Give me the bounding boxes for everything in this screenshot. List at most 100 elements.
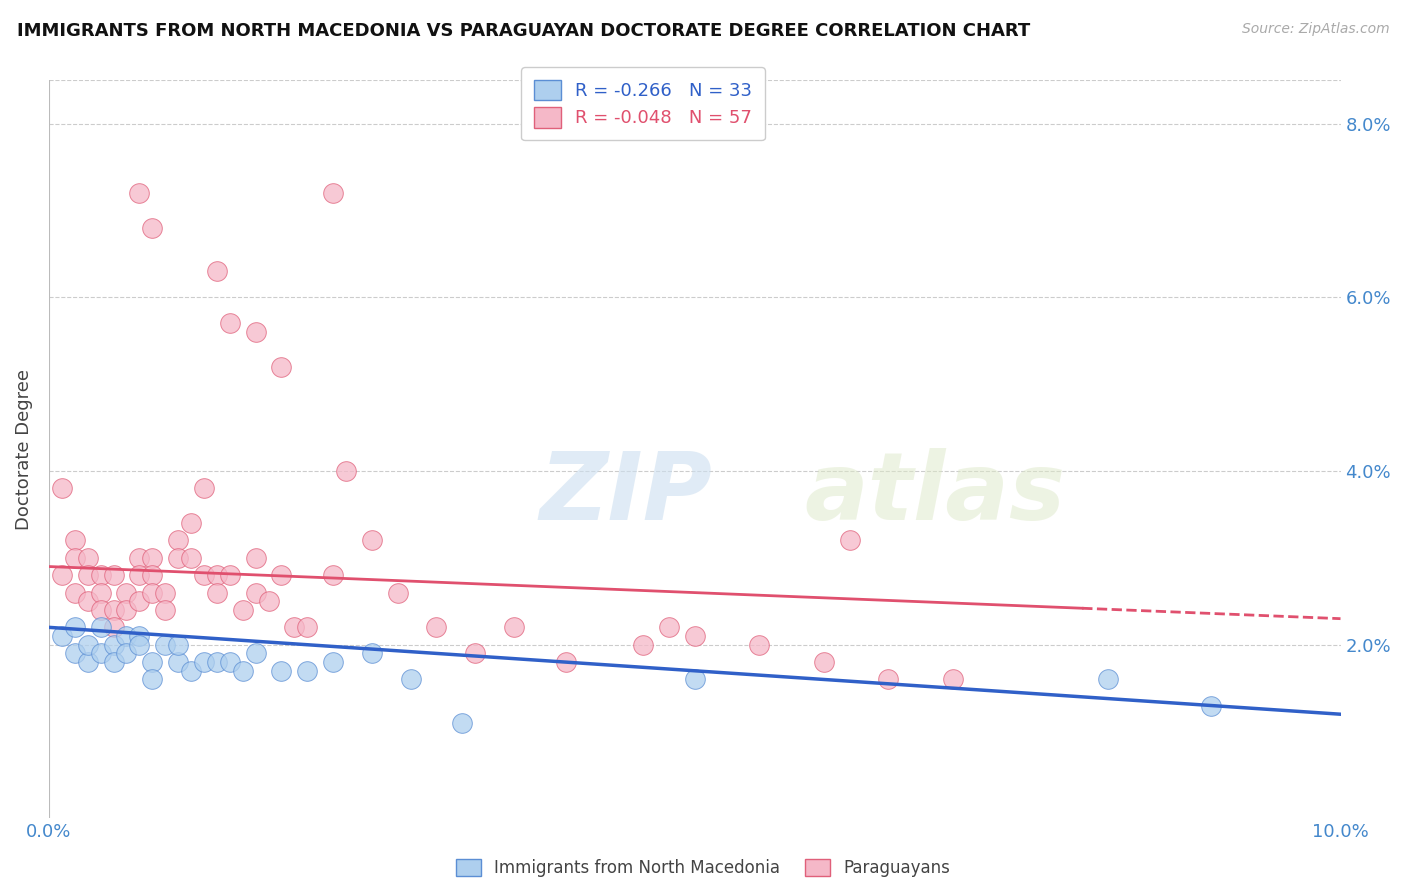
Point [387, 585, 409, 599]
Point [115, 585, 138, 599]
Point [63, 585, 86, 599]
Point [76, 655, 98, 669]
Point [63, 533, 86, 548]
Point [115, 629, 138, 643]
Point [451, 715, 474, 730]
Point [218, 568, 240, 582]
Point [205, 585, 228, 599]
Point [90, 603, 112, 617]
Point [76, 550, 98, 565]
Point [51, 568, 73, 582]
Point [103, 638, 125, 652]
Point [232, 603, 254, 617]
Point [103, 603, 125, 617]
Point [128, 550, 150, 565]
Point [245, 647, 267, 661]
Legend: Immigrants from North Macedonia, Paraguayans: Immigrants from North Macedonia, Paragua… [449, 852, 957, 884]
Point [193, 568, 215, 582]
Point [63, 550, 86, 565]
Text: Source: ZipAtlas.com: Source: ZipAtlas.com [1241, 22, 1389, 37]
Point [257, 594, 280, 608]
Point [90, 585, 112, 599]
Text: ZIP: ZIP [540, 448, 713, 540]
Point [167, 638, 190, 652]
Point [76, 568, 98, 582]
Point [270, 664, 292, 678]
Point [167, 550, 190, 565]
Point [76, 594, 98, 608]
Point [1201, 698, 1223, 713]
Point [232, 664, 254, 678]
Point [167, 655, 190, 669]
Point [141, 655, 163, 669]
Point [683, 673, 706, 687]
Point [813, 655, 835, 669]
Point [103, 568, 125, 582]
Text: atlas: atlas [804, 448, 1066, 540]
Point [63, 647, 86, 661]
Point [464, 647, 486, 661]
Point [270, 568, 292, 582]
Point [683, 629, 706, 643]
Point [141, 585, 163, 599]
Point [128, 568, 150, 582]
Point [128, 594, 150, 608]
Point [128, 186, 150, 200]
Point [128, 638, 150, 652]
Point [631, 638, 654, 652]
Point [180, 516, 202, 530]
Y-axis label: Doctorate Degree: Doctorate Degree [15, 368, 32, 530]
Point [205, 655, 228, 669]
Point [335, 464, 357, 478]
Point [167, 533, 190, 548]
Point [360, 533, 382, 548]
Point [322, 186, 344, 200]
Point [297, 620, 319, 634]
Point [103, 655, 125, 669]
Point [63, 620, 86, 634]
Point [155, 638, 177, 652]
Point [877, 673, 900, 687]
Point [141, 673, 163, 687]
Point [51, 629, 73, 643]
Point [193, 655, 215, 669]
Point [283, 620, 305, 634]
Point [115, 647, 138, 661]
Point [205, 264, 228, 278]
Point [90, 620, 112, 634]
Point [838, 533, 860, 548]
Point [193, 481, 215, 495]
Point [155, 603, 177, 617]
Point [141, 220, 163, 235]
Point [399, 673, 422, 687]
Point [141, 550, 163, 565]
Point [103, 620, 125, 634]
Text: IMMIGRANTS FROM NORTH MACEDONIA VS PARAGUAYAN DOCTORATE DEGREE CORRELATION CHART: IMMIGRANTS FROM NORTH MACEDONIA VS PARAG… [17, 22, 1031, 40]
Point [658, 620, 681, 634]
Point [942, 673, 965, 687]
Point [115, 603, 138, 617]
Point [297, 664, 319, 678]
Point [128, 629, 150, 643]
Point [1097, 673, 1119, 687]
Point [90, 568, 112, 582]
Point [503, 620, 526, 634]
Point [360, 647, 382, 661]
Point [51, 481, 73, 495]
Point [425, 620, 447, 634]
Point [180, 664, 202, 678]
Point [141, 568, 163, 582]
Legend: R = -0.266   N = 33, R = -0.048   N = 57: R = -0.266 N = 33, R = -0.048 N = 57 [522, 67, 765, 140]
Point [245, 550, 267, 565]
Point [90, 647, 112, 661]
Point [205, 568, 228, 582]
Point [180, 550, 202, 565]
Point [155, 585, 177, 599]
Point [245, 585, 267, 599]
Point [748, 638, 770, 652]
Point [322, 568, 344, 582]
Point [245, 325, 267, 339]
Point [76, 638, 98, 652]
Point [322, 655, 344, 669]
Point [218, 316, 240, 330]
